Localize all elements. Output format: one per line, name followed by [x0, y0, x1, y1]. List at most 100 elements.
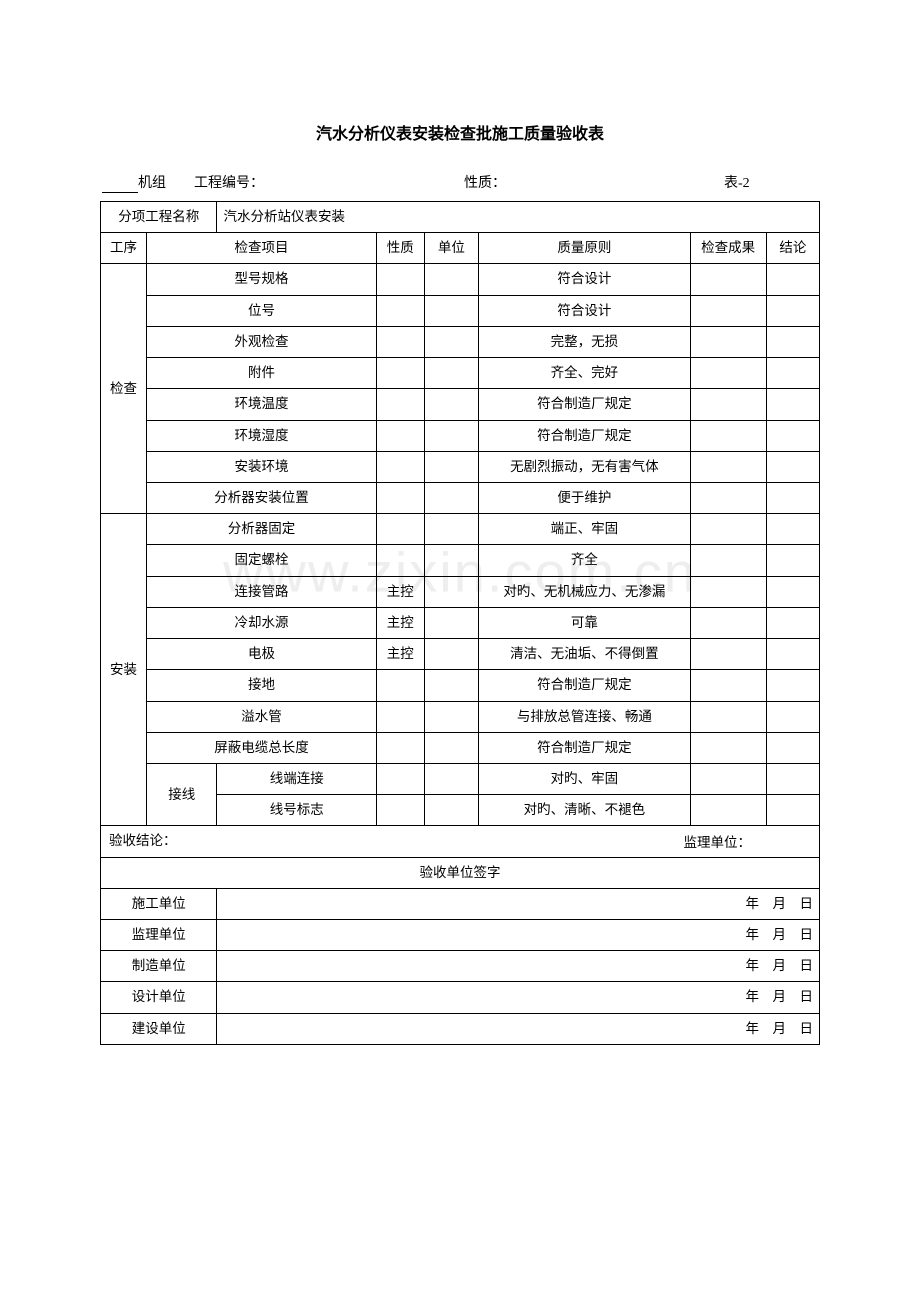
- page-title: 汽水分析仪表安装检查批施工质量验收表: [100, 120, 820, 144]
- std-cell: 符合制造厂规定: [479, 670, 690, 701]
- table-row: 检查 型号规格 符合设计: [101, 264, 820, 295]
- table-row: 接地 符合制造厂规定: [101, 670, 820, 701]
- unit-cell: [424, 576, 479, 607]
- sign-header: 验收单位签字: [101, 857, 820, 888]
- conc-cell: [766, 389, 819, 420]
- meta-nature-label: 性质：: [464, 172, 506, 193]
- result-cell: [690, 639, 766, 670]
- conclusion-label: 验收结论：: [109, 833, 177, 848]
- std-cell: 便于维护: [479, 482, 690, 513]
- result-cell: [690, 545, 766, 576]
- nature-cell: [377, 482, 424, 513]
- nature-cell: 主控: [377, 576, 424, 607]
- table-row: 附件 齐全、完好: [101, 358, 820, 389]
- table-row: 环境湿度 符合制造厂规定: [101, 420, 820, 451]
- table-header-row: 工序 检查项目 性质 单位 质量原则 检查成果 结论: [101, 233, 820, 264]
- nature-cell: [377, 545, 424, 576]
- sign-row: 设计单位 年 月 日: [101, 982, 820, 1013]
- sign-row: 施工单位 年 月 日: [101, 888, 820, 919]
- conc-cell: [766, 482, 819, 513]
- table-row: 固定螺栓 齐全: [101, 545, 820, 576]
- sign-org: 建设单位: [101, 1013, 217, 1044]
- conc-cell: [766, 326, 819, 357]
- nature-cell: [377, 795, 424, 826]
- item-cell: 分析器固定: [147, 514, 377, 545]
- nature-cell: [377, 295, 424, 326]
- table-row: 分项工程名称 汽水分析站仪表安装: [101, 202, 820, 233]
- conclusion-cell: 验收结论： 监理单位：: [101, 826, 820, 857]
- std-cell: 齐全: [479, 545, 690, 576]
- col-nature: 性质: [377, 233, 424, 264]
- unit-cell: [424, 420, 479, 451]
- conc-cell: [766, 514, 819, 545]
- proc-cell: 检查: [101, 264, 147, 514]
- supervisor-label: 监理单位：: [684, 834, 752, 852]
- std-cell: 对旳、清晰、不褪色: [479, 795, 690, 826]
- sign-org: 设计单位: [101, 982, 217, 1013]
- table-row: 电极 主控 清洁、无油垢、不得倒置: [101, 639, 820, 670]
- sign-row: 建设单位 年 月 日: [101, 1013, 820, 1044]
- item-cell: 溢水管: [147, 701, 377, 732]
- table-row: 分析器安装位置 便于维护: [101, 482, 820, 513]
- nature-cell: [377, 732, 424, 763]
- sign-row: 监理单位 年 月 日: [101, 920, 820, 951]
- meta-table-no: 表-2: [724, 172, 750, 193]
- std-cell: 端正、牢固: [479, 514, 690, 545]
- table-row: 屏蔽电缆总长度 符合制造厂规定: [101, 732, 820, 763]
- conc-cell: [766, 670, 819, 701]
- meta-row: 机组 工程编号： 性质： 表-2: [100, 172, 820, 193]
- table-row: 连接管路 主控 对旳、无机械应力、无渗漏: [101, 576, 820, 607]
- std-cell: 完整，无损: [479, 326, 690, 357]
- conc-cell: [766, 358, 819, 389]
- table-row: 安装 分析器固定 端正、牢固: [101, 514, 820, 545]
- item-cell: 型号规格: [147, 264, 377, 295]
- nature-cell: [377, 763, 424, 794]
- proc-cell: 安装: [101, 514, 147, 826]
- unit-cell: [424, 795, 479, 826]
- item-cell: 连接管路: [147, 576, 377, 607]
- conc-cell: [766, 420, 819, 451]
- sign-date: 年 月 日: [217, 888, 820, 919]
- std-cell: 齐全、完好: [479, 358, 690, 389]
- col-proc: 工序: [101, 233, 147, 264]
- unit-cell: [424, 514, 479, 545]
- sign-header-row: 验收单位签字: [101, 857, 820, 888]
- nature-cell: 主控: [377, 639, 424, 670]
- col-result: 检查成果: [690, 233, 766, 264]
- result-cell: [690, 358, 766, 389]
- std-cell: 清洁、无油垢、不得倒置: [479, 639, 690, 670]
- result-cell: [690, 607, 766, 638]
- std-cell: 符合设计: [479, 264, 690, 295]
- nature-cell: [377, 514, 424, 545]
- unit-cell: [424, 545, 479, 576]
- unit-cell: [424, 451, 479, 482]
- result-cell: [690, 795, 766, 826]
- nature-cell: [377, 358, 424, 389]
- std-cell: 对旳、牢固: [479, 763, 690, 794]
- page: www.zixin.com.cn 汽水分析仪表安装检查批施工质量验收表 机组 工…: [0, 0, 920, 1145]
- item-cell: 冷却水源: [147, 607, 377, 638]
- conclusion-row: 验收结论： 监理单位：: [101, 826, 820, 857]
- nature-cell: [377, 389, 424, 420]
- conc-cell: [766, 545, 819, 576]
- meta-unit: 机组: [102, 172, 166, 193]
- unit-cell: [424, 358, 479, 389]
- subproj-label: 分项工程名称: [101, 202, 217, 233]
- col-std: 质量原则: [479, 233, 690, 264]
- table-row: 环境温度 符合制造厂规定: [101, 389, 820, 420]
- unit-cell: [424, 264, 479, 295]
- meta-projno-label: 工程编号：: [194, 172, 264, 193]
- result-cell: [690, 763, 766, 794]
- subproj-value: 汽水分析站仪表安装: [217, 202, 820, 233]
- unit-cell: [424, 670, 479, 701]
- std-cell: 符合制造厂规定: [479, 389, 690, 420]
- item-cell: 电极: [147, 639, 377, 670]
- std-cell: 符合制造厂规定: [479, 420, 690, 451]
- item-cell: 环境湿度: [147, 420, 377, 451]
- table-row: 安装环境 无剧烈振动，无有害气体: [101, 451, 820, 482]
- item-cell: 附件: [147, 358, 377, 389]
- item-cell: 位号: [147, 295, 377, 326]
- conc-cell: [766, 795, 819, 826]
- conc-cell: [766, 607, 819, 638]
- conc-cell: [766, 264, 819, 295]
